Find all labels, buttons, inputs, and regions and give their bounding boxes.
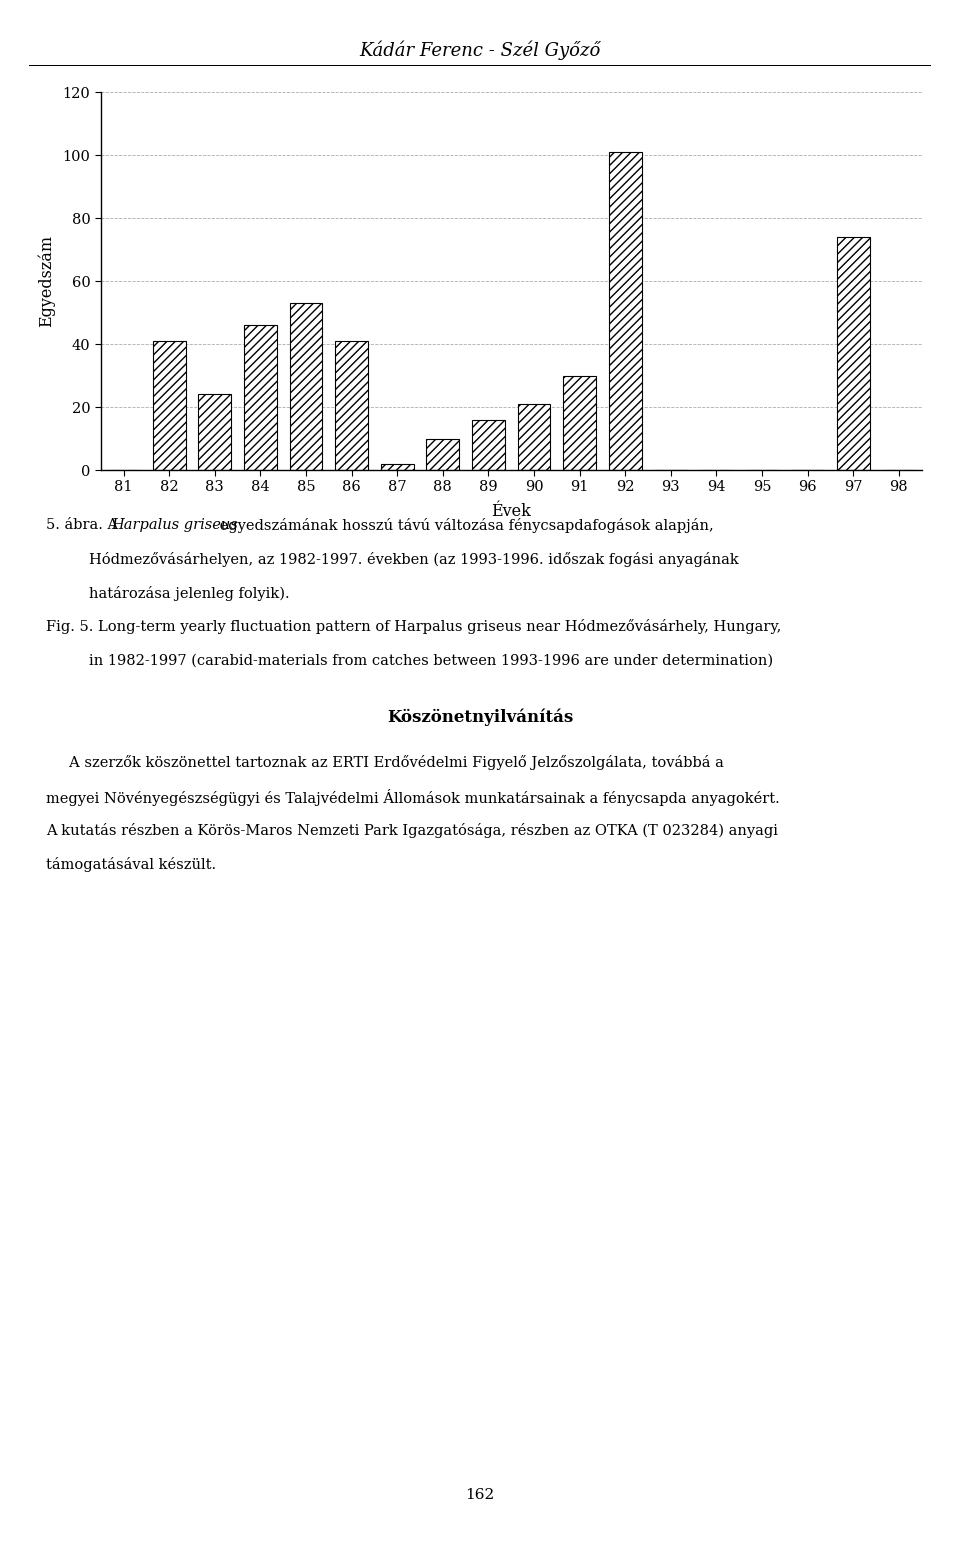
Text: A szerzők köszönettel tartoznak az ERTI Erdővédelmi Figyelő Jelzőszolgálata, tov: A szerzők köszönettel tartoznak az ERTI … — [46, 755, 724, 770]
Text: Fig. 5. Long-term yearly fluctuation pattern of Harpalus griseus near Hódmezővás: Fig. 5. Long-term yearly fluctuation pat… — [46, 619, 781, 635]
Text: 5. ábra. A: 5. ábra. A — [46, 518, 123, 532]
Bar — [609, 153, 641, 470]
Text: 162: 162 — [466, 1489, 494, 1502]
Text: határozása jelenleg folyik).: határozása jelenleg folyik). — [89, 586, 290, 601]
Text: Hódmezővásárhelyen, az 1982-1997. években (az 1993-1996. időszak fogási anyagána: Hódmezővásárhelyen, az 1982-1997. évekbe… — [89, 552, 739, 567]
Text: egyedszámának hosszú távú változása fénycsapdafogások alapján,: egyedszámának hosszú távú változása fény… — [215, 518, 714, 533]
Bar — [564, 376, 596, 470]
Bar — [517, 404, 550, 470]
Bar — [153, 341, 185, 470]
Bar — [244, 325, 276, 470]
Text: támogatásával készült.: támogatásával készült. — [46, 857, 216, 872]
Bar — [837, 237, 870, 470]
Bar — [472, 419, 505, 470]
X-axis label: Évek: Évek — [492, 502, 531, 519]
Text: A kutatás részben a Körös-Maros Nemzeti Park Igazgatósága, részben az OTKA (T 02: A kutatás részben a Körös-Maros Nemzeti … — [46, 823, 778, 838]
Bar — [426, 439, 459, 470]
Bar — [199, 394, 231, 470]
Bar — [335, 341, 368, 470]
Y-axis label: Egyedszám: Egyedszám — [38, 236, 56, 327]
Text: Kádár Ferenc - Szél Győző: Kádár Ferenc - Szél Győző — [359, 40, 601, 60]
Bar — [290, 304, 323, 470]
Text: Köszönetnyilvánítás: Köszönetnyilvánítás — [387, 709, 573, 726]
Text: megyei Növényegészségügyi és Talajvédelmi Állomások munkatársainak a fénycsapda : megyei Növényegészségügyi és Talajvédelm… — [46, 789, 780, 806]
Text: Harpalus griseus: Harpalus griseus — [111, 518, 238, 532]
Text: in 1982-1997 (carabid-materials from catches between 1993-1996 are under determi: in 1982-1997 (carabid-materials from cat… — [89, 653, 774, 667]
Bar — [381, 464, 414, 470]
